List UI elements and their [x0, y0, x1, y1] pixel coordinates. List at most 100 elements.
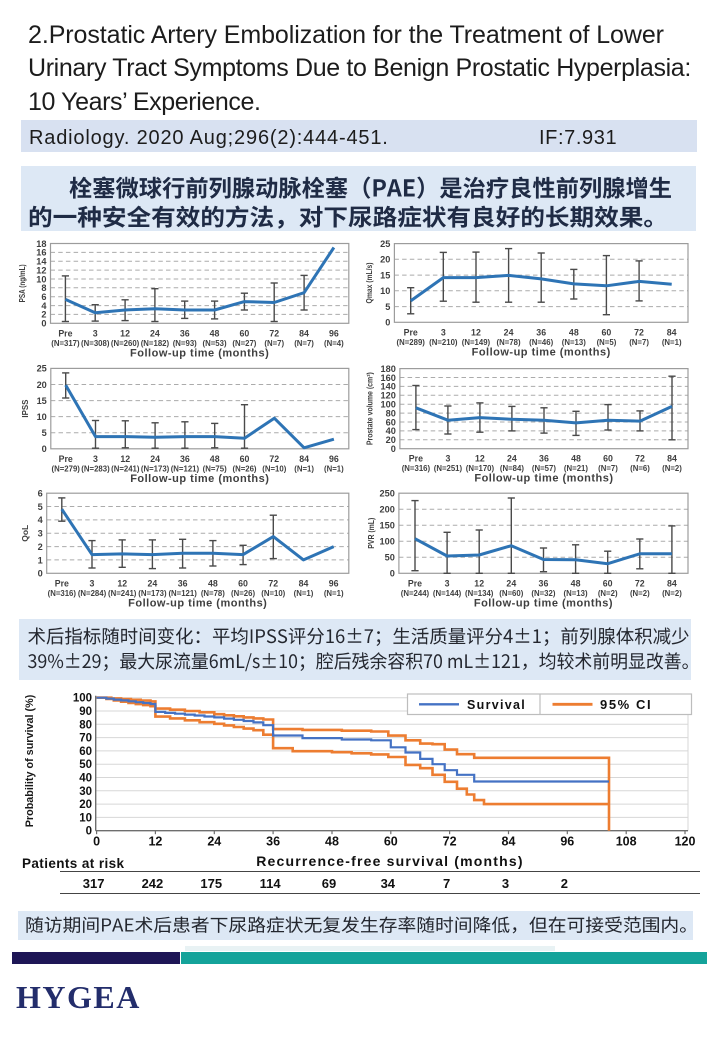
svg-text:(N=57): (N=57)	[532, 464, 556, 473]
svg-text:(N=5): (N=5)	[597, 338, 617, 347]
svg-text:24: 24	[150, 328, 160, 338]
svg-text:12: 12	[148, 835, 162, 849]
svg-text:72: 72	[268, 578, 278, 588]
svg-text:48: 48	[210, 328, 220, 338]
svg-text:72: 72	[269, 328, 279, 338]
svg-text:(N=241): (N=241)	[108, 589, 137, 598]
svg-text:5: 5	[42, 428, 47, 438]
svg-text:(N=1): (N=1)	[294, 464, 314, 473]
svg-text:200: 200	[380, 505, 395, 515]
svg-text:Recurrence-free survival (mont: Recurrence-free survival (months)	[256, 853, 524, 869]
svg-text:Follow-up time (months): Follow-up time (months)	[474, 597, 613, 609]
svg-text:24: 24	[506, 578, 516, 588]
svg-text:12: 12	[475, 454, 485, 464]
svg-text:(N=316): (N=316)	[48, 589, 77, 598]
svg-text:7: 7	[443, 876, 450, 891]
svg-text:160: 160	[381, 373, 396, 383]
svg-text:60: 60	[238, 578, 248, 588]
svg-text:36: 36	[536, 327, 546, 337]
svg-text:24: 24	[150, 454, 160, 464]
svg-text:Survival: Survival	[467, 698, 526, 712]
svg-text:(N=10): (N=10)	[261, 589, 285, 598]
svg-text:(N=121): (N=121)	[168, 589, 197, 598]
svg-text:(N=284): (N=284)	[78, 589, 107, 598]
svg-text:70: 70	[79, 733, 92, 745]
svg-text:100: 100	[381, 400, 396, 410]
svg-text:100: 100	[73, 693, 92, 705]
svg-text:Prostate volume (cm³): Prostate volume (cm³)	[365, 372, 375, 445]
svg-text:Follow-up time (months): Follow-up time (months)	[472, 346, 611, 358]
svg-text:72: 72	[443, 835, 457, 849]
svg-text:10: 10	[37, 412, 47, 422]
svg-text:12: 12	[36, 265, 46, 275]
svg-text:36: 36	[539, 578, 549, 588]
svg-text:72: 72	[634, 327, 644, 337]
svg-text:(N=7): (N=7)	[598, 464, 618, 473]
svg-text:(N=7): (N=7)	[294, 339, 314, 348]
svg-text:Pre: Pre	[58, 328, 72, 338]
svg-text:114: 114	[260, 876, 282, 891]
svg-text:(N=260): (N=260)	[111, 339, 140, 348]
svg-text:3: 3	[441, 327, 446, 337]
svg-text:(N=2): (N=2)	[662, 589, 682, 598]
svg-text:4: 4	[41, 301, 47, 311]
svg-text:48: 48	[571, 454, 581, 464]
svg-text:84: 84	[667, 454, 677, 464]
svg-text:(N=4): (N=4)	[324, 339, 344, 348]
svg-text:(N=26): (N=26)	[231, 589, 255, 598]
svg-text:18: 18	[36, 239, 46, 249]
svg-text:250: 250	[380, 489, 395, 499]
svg-text:(N=144): (N=144)	[433, 589, 462, 598]
svg-text:10: 10	[79, 812, 92, 824]
svg-text:20: 20	[79, 799, 92, 811]
svg-text:3: 3	[38, 529, 43, 539]
svg-text:50: 50	[385, 553, 395, 563]
svg-text:48: 48	[208, 578, 218, 588]
svg-text:20: 20	[380, 255, 390, 265]
svg-text:36: 36	[180, 328, 190, 338]
svg-text:24: 24	[504, 327, 514, 337]
svg-text:(N=241): (N=241)	[111, 464, 140, 473]
svg-text:10: 10	[380, 286, 390, 296]
svg-text:16: 16	[36, 248, 46, 258]
svg-text:14: 14	[36, 257, 47, 267]
svg-text:3: 3	[90, 578, 95, 588]
svg-text:84: 84	[299, 578, 309, 588]
svg-text:69: 69	[322, 876, 336, 891]
svg-text:0: 0	[42, 444, 47, 454]
svg-text:Probability of survival (%): Probability of survival (%)	[24, 694, 36, 827]
svg-text:2: 2	[561, 876, 568, 891]
svg-text:(N=10): (N=10)	[262, 464, 286, 473]
svg-text:(N=210): (N=210)	[429, 338, 458, 347]
svg-text:108: 108	[616, 835, 637, 849]
svg-text:24: 24	[207, 835, 221, 849]
svg-text:(N=173): (N=173)	[141, 464, 170, 473]
svg-text:72: 72	[635, 454, 645, 464]
svg-text:84: 84	[299, 328, 309, 338]
svg-text:Pre: Pre	[404, 327, 418, 337]
svg-text:12: 12	[120, 328, 130, 338]
svg-text:6: 6	[41, 292, 46, 302]
svg-text:15: 15	[380, 270, 390, 280]
svg-text:140: 140	[381, 382, 396, 392]
svg-text:(N=1): (N=1)	[294, 589, 314, 598]
svg-text:Pre: Pre	[55, 578, 69, 588]
svg-text:PVR (mL): PVR (mL)	[366, 518, 376, 549]
svg-text:Qmax (mL/s): Qmax (mL/s)	[364, 262, 374, 303]
svg-text:(N=316): (N=316)	[402, 464, 431, 473]
svg-text:317: 317	[83, 876, 105, 891]
svg-text:(N=1): (N=1)	[324, 464, 344, 473]
svg-text:(N=13): (N=13)	[564, 589, 588, 598]
svg-text:60: 60	[603, 454, 613, 464]
svg-text:80: 80	[79, 719, 92, 731]
svg-text:60: 60	[386, 417, 396, 427]
svg-text:(N=182): (N=182)	[141, 339, 170, 348]
svg-text:Pre: Pre	[409, 454, 423, 464]
svg-text:120: 120	[675, 835, 696, 849]
svg-text:Follow-up time (months): Follow-up time (months)	[128, 597, 267, 609]
svg-text:Follow-up time (months): Follow-up time (months)	[474, 473, 613, 485]
svg-text:(N=13): (N=13)	[562, 338, 586, 347]
svg-text:(N=279): (N=279)	[52, 464, 81, 473]
svg-text:0: 0	[86, 826, 92, 838]
svg-text:36: 36	[178, 578, 188, 588]
